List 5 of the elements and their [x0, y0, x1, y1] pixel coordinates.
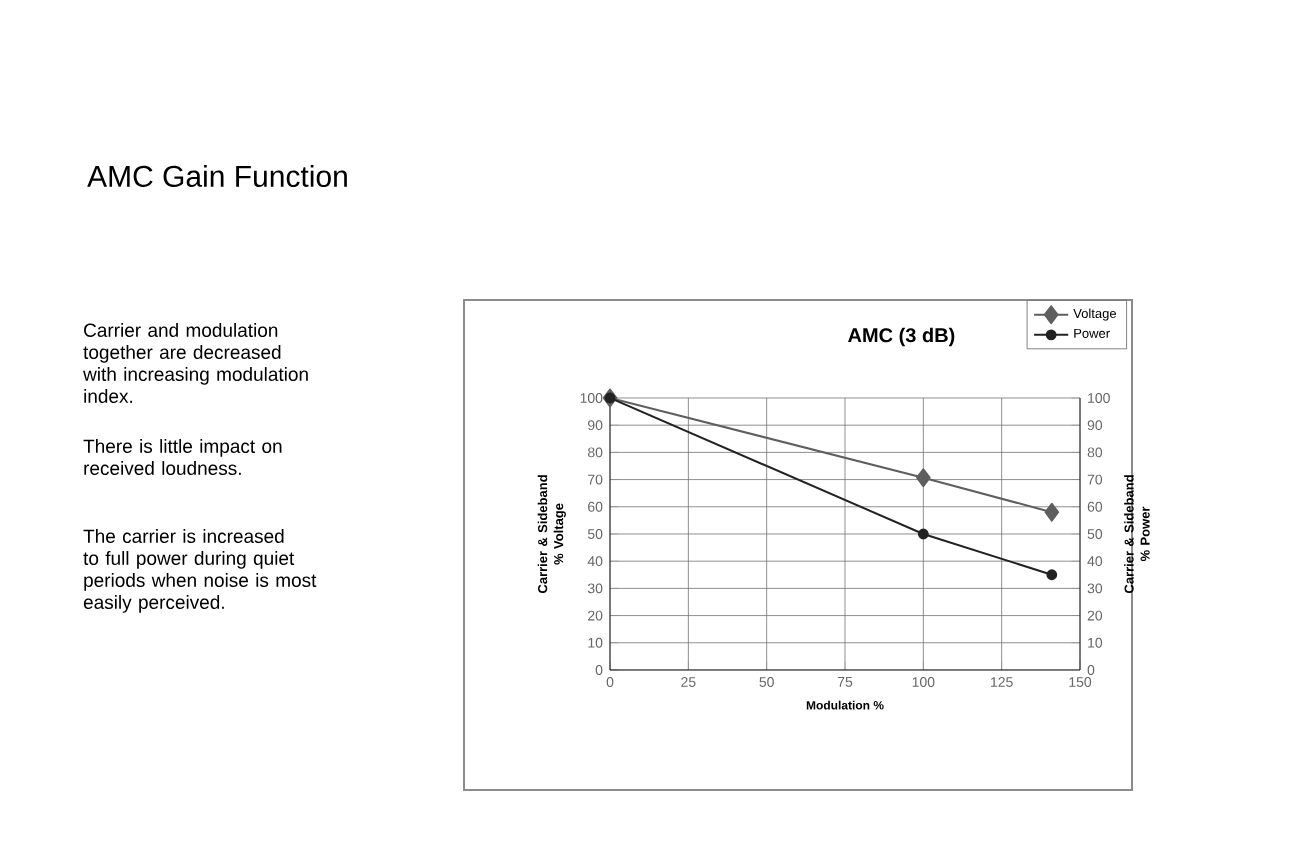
text: AMC Gain Function: [87, 164, 347, 187]
text: The carrier is increased to full power during quiet periods when noise is most easily perceived.: [83, 529, 317, 613]
text: There is little impact on received loudness.: [83, 439, 282, 475]
text: Carrier and modulation together are decreased with increasing modulation index.: [83, 323, 308, 403]
chart-subtitle: AMC (3 dB): [848, 327, 955, 347]
